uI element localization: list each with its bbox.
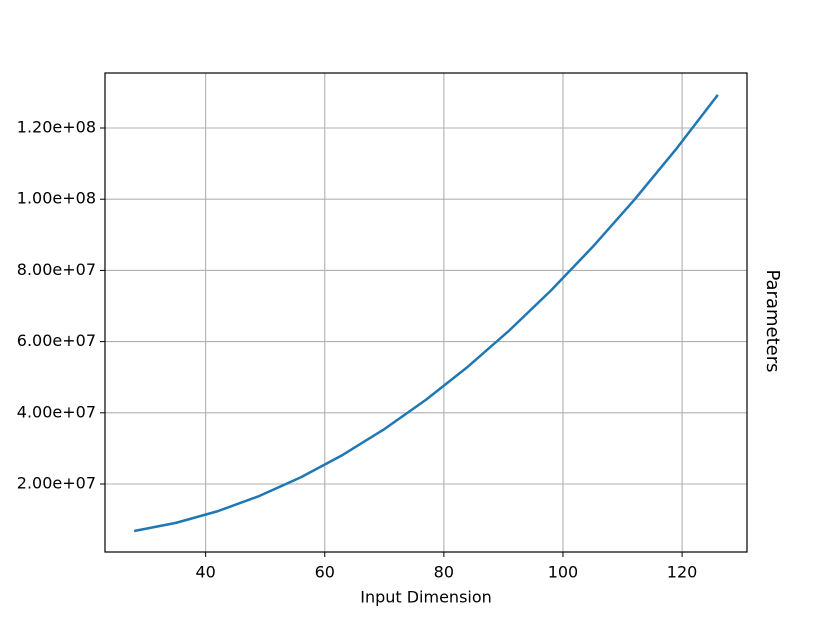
- y-tick-label: 6.00e+07: [17, 331, 96, 350]
- x-tick-label: 80: [434, 563, 454, 582]
- y-tick-label: 8.00e+07: [17, 260, 96, 279]
- x-tick-label: 100: [548, 563, 579, 582]
- grid: [105, 73, 747, 552]
- y-tick-label: 1.20e+08: [17, 118, 96, 137]
- x-axis-label: Input Dimension: [360, 588, 492, 607]
- y-tick-label: 1.00e+08: [17, 189, 96, 208]
- y-tick-label: 2.00e+07: [17, 474, 96, 493]
- y-tick-label: 4.00e+07: [17, 402, 96, 421]
- x-tick-label: 40: [195, 563, 215, 582]
- y-axis-label: Parameters: [762, 269, 783, 372]
- plot-area: [133, 94, 719, 533]
- line-series: [133, 94, 719, 533]
- x-tick-label: 60: [315, 563, 335, 582]
- axes-frame: [104, 72, 748, 553]
- x-tick-label: 120: [667, 563, 698, 582]
